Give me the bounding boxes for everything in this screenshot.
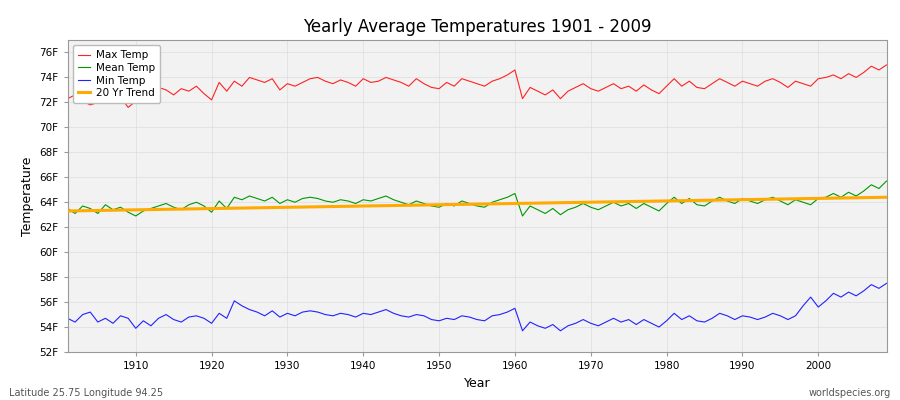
Mean Temp	[608, 200, 619, 205]
Min Temp	[290, 314, 301, 318]
Max Temp	[343, 80, 354, 85]
Mean Temp	[122, 210, 133, 215]
Min Temp	[502, 310, 513, 314]
X-axis label: Year: Year	[464, 376, 490, 390]
Mean Temp	[297, 196, 308, 201]
Mean Temp	[509, 191, 520, 196]
Mean Temp	[518, 214, 528, 218]
Text: worldspecies.org: worldspecies.org	[809, 388, 891, 398]
Legend: Max Temp, Mean Temp, Min Temp, 20 Yr Trend: Max Temp, Mean Temp, Min Temp, 20 Yr Tre…	[73, 45, 160, 104]
Max Temp	[122, 105, 133, 110]
Max Temp	[297, 80, 308, 85]
Min Temp	[608, 316, 619, 321]
Max Temp	[881, 62, 892, 67]
Max Temp	[509, 68, 520, 72]
Max Temp	[518, 96, 528, 101]
Line: Max Temp: Max Temp	[68, 65, 886, 107]
Min Temp	[518, 328, 528, 333]
Line: Min Temp: Min Temp	[68, 283, 886, 331]
Title: Yearly Average Temperatures 1901 - 2009: Yearly Average Temperatures 1901 - 2009	[302, 18, 652, 36]
Line: Mean Temp: Mean Temp	[68, 181, 886, 216]
Text: Latitude 25.75 Longitude 94.25: Latitude 25.75 Longitude 94.25	[9, 388, 163, 398]
Min Temp	[881, 281, 892, 286]
Mean Temp	[343, 198, 354, 203]
Min Temp	[335, 311, 346, 316]
Y-axis label: Temperature: Temperature	[21, 156, 34, 236]
Max Temp	[130, 99, 141, 104]
Mean Temp	[881, 179, 892, 184]
Max Temp	[608, 81, 619, 86]
Min Temp	[62, 316, 73, 321]
Min Temp	[122, 316, 133, 321]
Mean Temp	[62, 206, 73, 211]
Mean Temp	[130, 214, 141, 218]
Max Temp	[62, 96, 73, 101]
Min Temp	[509, 306, 520, 311]
